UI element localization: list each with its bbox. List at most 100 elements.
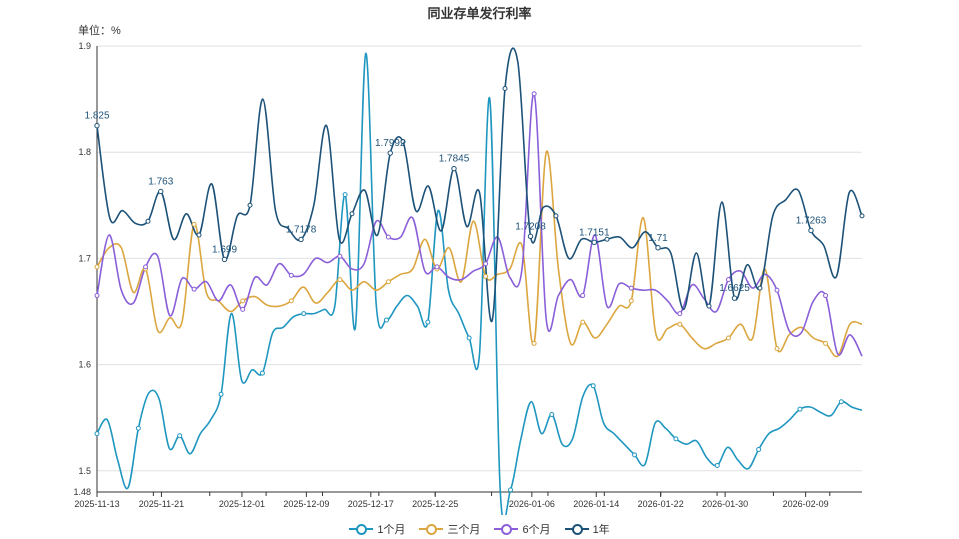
- data-point: [385, 279, 391, 285]
- data-point: [725, 335, 731, 341]
- data-point: [466, 335, 472, 341]
- data-point: [774, 346, 780, 352]
- data-label-point: [94, 122, 100, 129]
- data-label: 1.7208: [515, 221, 546, 232]
- data-point: [553, 213, 559, 219]
- legend-swatch: [349, 523, 374, 535]
- data-label: 1.763: [148, 176, 173, 187]
- x-tick-label: 2026-01-14: [573, 499, 619, 509]
- data-point: [191, 286, 197, 292]
- data-point: [240, 298, 246, 304]
- data-point: [673, 436, 679, 442]
- y-tick-label: 1.6: [78, 360, 91, 370]
- series-lines: [96, 47, 863, 515]
- data-point: [400, 139, 406, 145]
- axes: 1.48 1.5 1.6 1.7 1.8 1.9 2025-11-13 2025-11-21 2…: [73, 41, 862, 509]
- series-line-1: [96, 150, 863, 358]
- data-label-point: [731, 295, 738, 301]
- legend-label: 1个月: [377, 524, 406, 536]
- y-tick-label: 1.7: [78, 253, 91, 263]
- legend-circle-icon: [501, 524, 513, 535]
- data-point: [706, 303, 712, 309]
- data-label: 1.6625: [719, 283, 750, 294]
- data-point: [434, 264, 440, 270]
- x-tick-label: 2025-11-13: [74, 499, 119, 509]
- x-tick-label: 2025-12-01: [219, 499, 265, 509]
- data-point: [549, 411, 555, 417]
- legend-item-0[interactable]: 1个月: [349, 521, 405, 537]
- data-point: [425, 319, 431, 325]
- data-point: [349, 211, 355, 217]
- data-point: [632, 452, 638, 458]
- data-label-point: [808, 227, 814, 234]
- data-point: [823, 293, 829, 299]
- data-point: [383, 317, 389, 323]
- data-point: [502, 85, 508, 91]
- legend-circle-icon: [571, 524, 583, 535]
- x-tick-label: 2025-11-21: [139, 499, 184, 509]
- data-point: [483, 273, 489, 279]
- data-point: [628, 298, 634, 304]
- data-label: 1.71: [648, 233, 668, 244]
- series-line-0: [96, 52, 863, 515]
- data-point: [580, 319, 586, 325]
- x-tick-label: 2025-12-17: [348, 499, 394, 509]
- data-point: [218, 391, 224, 397]
- data-point: [838, 399, 844, 405]
- line-chart: 1.48 1.5 1.6 1.7 1.8 1.9 2025-11-13 2025-11-21 2…: [73, 41, 865, 515]
- legend-swatch: [494, 523, 519, 535]
- x-tick-label: 2026-01-30: [702, 499, 748, 509]
- x-tick-label: 2025-12-25: [412, 499, 458, 509]
- y-tick-label: 1.9: [78, 41, 91, 51]
- legend-label: 6个月: [522, 524, 551, 536]
- series-line-3: [96, 47, 863, 323]
- data-point: [531, 91, 537, 97]
- x-tick-label: 2026-02-09: [783, 499, 829, 509]
- data-labels: 1.825 1.763 1.699 1.7178 1.7992 1.7845 1.7208 1…: [84, 111, 827, 301]
- data-label-point: [655, 245, 661, 251]
- y-tick-label: 1.48: [73, 487, 91, 497]
- legend-item-1[interactable]: 三个月: [419, 521, 480, 537]
- data-point: [191, 221, 197, 227]
- data-point: [247, 202, 253, 208]
- x-tick-label: 2025-12-09: [283, 499, 329, 509]
- data-point: [628, 285, 634, 291]
- data-point: [94, 264, 100, 270]
- data-point: [385, 234, 391, 240]
- series-line-2: [96, 92, 863, 357]
- data-point: [823, 340, 829, 346]
- legend-label: 1年: [592, 524, 610, 536]
- legend-item-3[interactable]: 1年: [564, 521, 610, 537]
- legend-circle-icon: [356, 524, 368, 535]
- data-point: [177, 433, 183, 439]
- data-label-point: [527, 233, 534, 239]
- data-point: [240, 306, 246, 312]
- data-label-point: [221, 256, 228, 263]
- data-point: [135, 425, 141, 431]
- data-point: [580, 293, 586, 299]
- data-point: [301, 311, 307, 317]
- data-point: [531, 340, 537, 346]
- data-point: [859, 213, 865, 219]
- data-point: [590, 383, 596, 389]
- legend-circle-icon: [426, 524, 438, 535]
- data-point: [94, 431, 100, 437]
- data-point: [483, 261, 489, 267]
- data-label: 1.7263: [796, 215, 827, 226]
- data-point: [677, 311, 683, 317]
- data-point: [288, 272, 294, 278]
- data-point: [337, 253, 343, 259]
- data-point: [756, 447, 762, 453]
- data-label: 1.7151: [579, 227, 610, 238]
- data-point: [714, 462, 720, 468]
- data-point: [94, 293, 100, 299]
- data-point: [725, 277, 731, 283]
- data-point: [259, 370, 265, 376]
- data-label-point: [451, 165, 457, 172]
- legend-item-2[interactable]: 6个月: [494, 521, 551, 537]
- data-point: [143, 264, 149, 270]
- data-label-point: [158, 188, 164, 195]
- data-point: [604, 236, 610, 242]
- data-label: 1.699: [212, 244, 237, 255]
- data-point: [145, 218, 151, 224]
